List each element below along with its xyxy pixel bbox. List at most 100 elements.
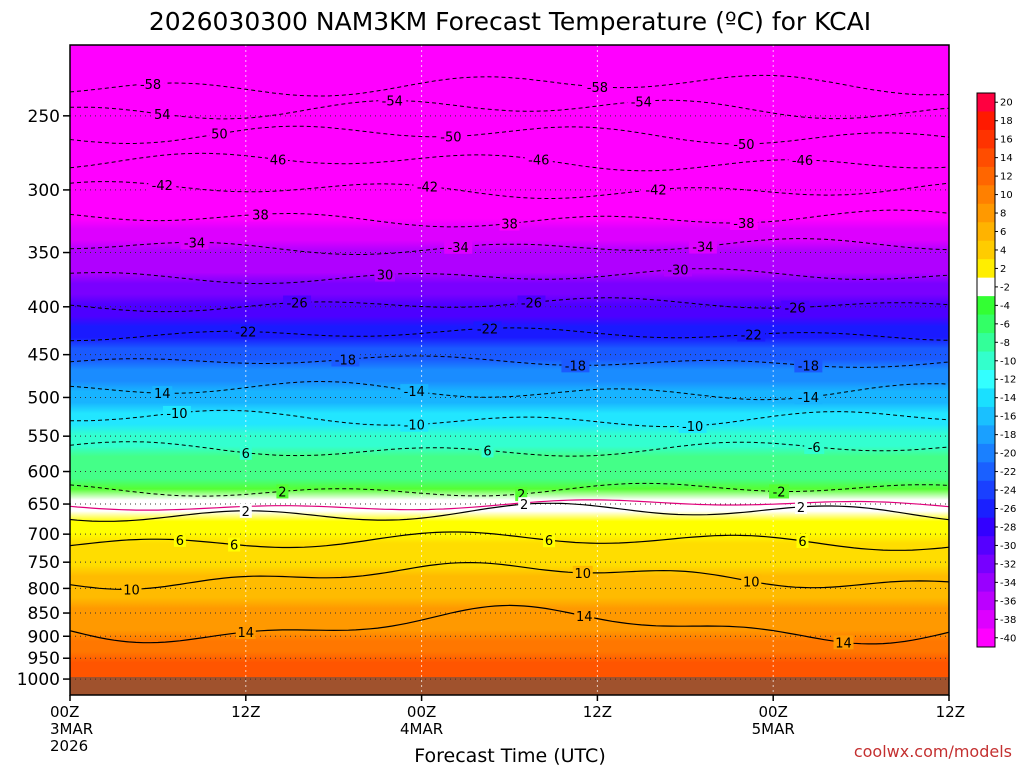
isotherm-label-bg xyxy=(583,79,612,94)
colorbar-label: -20 xyxy=(1000,449,1016,460)
colorbar-swatch xyxy=(977,277,995,297)
isotherm-label: -14 xyxy=(798,391,819,406)
isotherm-label-bg xyxy=(688,239,717,254)
isotherm-label: 10 xyxy=(123,583,140,598)
isotherm-label-bg xyxy=(436,129,465,144)
x-tick-label: 12Z xyxy=(231,703,260,721)
colorbar-label: 16 xyxy=(1000,135,1013,146)
y-tick-label: 700 xyxy=(28,525,60,545)
isotherm-label-bg xyxy=(572,565,593,580)
colorbar-legend: 20 18 16 14 12 10 8 6 4 2 -2 -4 -6 -8 -10 -12 -14 -16 -18 -… xyxy=(976,92,1016,648)
colorbar-swatch xyxy=(977,129,995,149)
isotherm-label-bg xyxy=(794,390,823,405)
x-tick-label: 2026 xyxy=(50,737,88,755)
isotherm-label-bg xyxy=(374,267,395,282)
colorbar-label: 6 xyxy=(1000,227,1006,238)
isotherm-line xyxy=(70,562,949,590)
isotherm-label: 10 xyxy=(574,567,591,582)
colorbar-swatch xyxy=(977,314,995,334)
colorbar-label: 18 xyxy=(1000,116,1013,127)
isotherm-label: 38 xyxy=(252,208,269,223)
isotherm-label-bg xyxy=(481,443,494,458)
isotherm-label-bg xyxy=(152,107,173,122)
isotherm-label: -26 xyxy=(521,297,542,312)
isotherm-label-bg xyxy=(173,532,186,547)
plot-area: -58 -58 54 -54 -54 50 -50 -50 46 -46 -46 -42 -42 -42 3… xyxy=(69,44,950,696)
isotherm-label: -54 xyxy=(631,95,652,110)
colorbar-label: -10 xyxy=(1000,356,1016,367)
colorbar-swatch xyxy=(977,591,995,611)
colorbar-label: -38 xyxy=(1000,615,1016,626)
isotherm-label-bg xyxy=(678,418,707,433)
isotherm-label: 14 xyxy=(238,626,255,641)
colorbar-label: -28 xyxy=(1000,522,1016,533)
isotherm-label-bg xyxy=(239,503,252,518)
colorbar-swatch xyxy=(977,462,995,482)
colorbar-swatch xyxy=(977,573,995,593)
isotherm-label: -34 xyxy=(184,236,205,251)
y-tick-label: 250 xyxy=(28,107,60,127)
colorbar-label: -24 xyxy=(1000,486,1016,497)
colorbar-label: 2 xyxy=(1000,264,1006,275)
colorbar-label: -12 xyxy=(1000,375,1016,386)
colorbar-swatch xyxy=(977,406,995,426)
credit-link[interactable]: coolwx.com/models xyxy=(854,742,1012,761)
colorbar-label: -14 xyxy=(1000,393,1016,404)
isotherm-label-bg xyxy=(769,484,790,499)
y-axis: 250 300 350 400 450 500 550 600 650 700 750 800 850 9… xyxy=(17,107,70,690)
isotherm-label-bg xyxy=(239,445,252,460)
isotherm-label-bg xyxy=(180,235,209,250)
y-tick-label: 450 xyxy=(28,346,60,366)
isotherm-label: -34 xyxy=(692,241,713,256)
isotherm-label-bg xyxy=(524,152,553,167)
colorbar-label: 14 xyxy=(1000,153,1013,164)
isotherm-label: -22 xyxy=(741,329,762,344)
isotherm-label: -18 xyxy=(335,353,356,368)
isotherm-label-bg xyxy=(121,582,142,597)
isotherm-label: -50 xyxy=(733,138,754,153)
isotherm-label: -2 xyxy=(773,485,786,500)
colorbar-swatch xyxy=(977,351,995,371)
isotherm-label: 30 xyxy=(377,269,394,284)
isotherm-label: -6 xyxy=(808,441,821,456)
isotherm-line xyxy=(70,604,949,645)
colorbar-swatch xyxy=(977,148,995,168)
isotherm-label: 14 xyxy=(154,387,171,402)
isotherm-line xyxy=(70,181,949,199)
isotherm-label-bg xyxy=(152,386,173,401)
colorbar-swatch xyxy=(977,222,995,242)
isotherm-label: 2 xyxy=(278,485,286,500)
isotherm-label: -46 xyxy=(792,154,813,169)
isotherm-label: -22 xyxy=(477,322,498,337)
isotherm-label: -10 xyxy=(682,420,703,435)
x-tick-label: 00Z xyxy=(407,703,436,721)
colorbar-label: -22 xyxy=(1000,467,1016,478)
isotherm-line xyxy=(70,482,949,497)
y-tick-label: 800 xyxy=(28,579,60,599)
isotherm-label: -30 xyxy=(667,263,688,278)
colorbar-swatch xyxy=(977,296,995,316)
isotherm-label-bg xyxy=(833,635,854,650)
colorbar-swatch xyxy=(977,443,995,463)
isotherm-label-bg xyxy=(250,207,271,222)
colorbar-label: -18 xyxy=(1000,430,1016,441)
isotherm-label-bg xyxy=(231,324,260,339)
ground-surface xyxy=(70,677,949,695)
isotherm-label-bg xyxy=(209,126,230,141)
y-tick-label: 650 xyxy=(28,495,60,515)
isotherm-label-bg xyxy=(268,152,289,167)
isotherm-label: -18 xyxy=(798,359,819,374)
isotherm-label: 2 xyxy=(242,505,250,520)
x-tick-label: 00Z xyxy=(50,703,79,721)
isotherm-label-bg xyxy=(413,179,442,194)
isotherm-label: -54 xyxy=(382,95,403,110)
isotherm-label-bg xyxy=(663,262,692,277)
isotherm-line xyxy=(70,74,949,97)
isotherm-label: 38 xyxy=(501,218,518,233)
colorbar-label: -2 xyxy=(1000,282,1010,293)
isotherm-label: 2 xyxy=(797,501,805,516)
y-tick-label: 400 xyxy=(28,298,60,318)
isotherm-label: 54 xyxy=(154,108,171,123)
